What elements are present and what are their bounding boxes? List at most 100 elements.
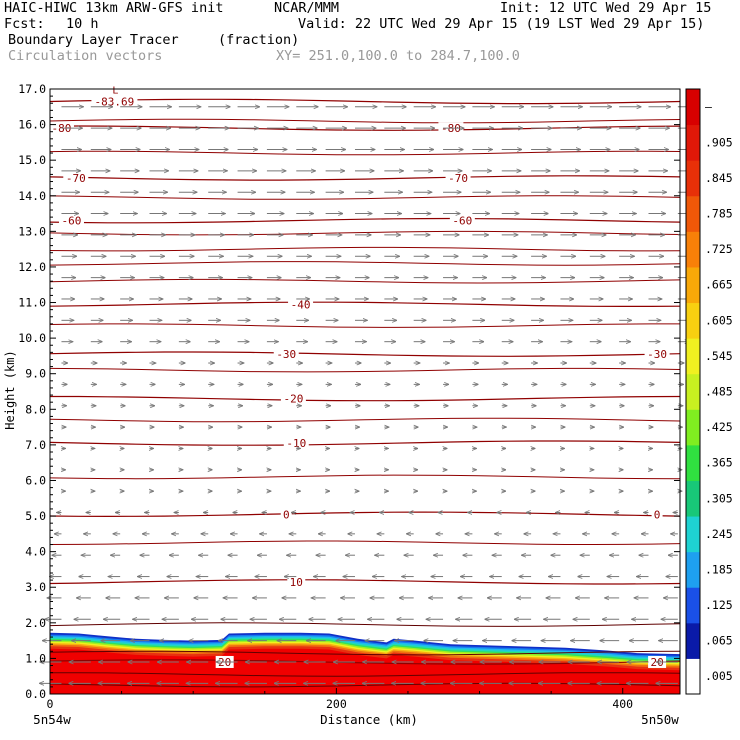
isotherm-label-bg [273, 348, 299, 361]
isotherm-line [49, 417, 681, 423]
isotherm-line [49, 278, 681, 284]
colorbar-swatch [686, 195, 700, 232]
colorbar-label: .785 [705, 207, 733, 221]
y-tick-label: 1.0 [25, 651, 46, 665]
y-tick-label: 14.0 [18, 189, 46, 203]
colorbar-swatch [686, 124, 700, 161]
y-tick-label: 15.0 [18, 153, 46, 167]
y-tick-label: 16.0 [18, 118, 46, 132]
isotherm-label-bg [287, 575, 306, 588]
x-end-right: 5n50w [641, 712, 679, 727]
field-units: (fraction) [218, 32, 300, 48]
valid-time: Valid: 22 UTC Wed 29 Apr 15 (19 LST Wed … [298, 16, 705, 32]
colorbar-label: .185 [705, 562, 733, 576]
isotherm-label: -30 [647, 348, 667, 361]
xsection-coords: XY= 251.0,100.0 to 284.7,100.0 [276, 48, 520, 64]
colorbar-swatch [686, 516, 700, 553]
colorbar-label: .125 [705, 598, 733, 612]
y-tick-label: 13.0 [18, 224, 46, 238]
isotherm-label: -83.69 [95, 95, 135, 108]
colorbar-swatch [686, 89, 700, 126]
isotherm-line [49, 440, 681, 446]
isotherm-label-bg [91, 95, 138, 108]
colorbar-swatch [686, 373, 700, 410]
isotherm-label-bg [283, 437, 309, 450]
isotherm-line [49, 367, 681, 373]
y-tick-label: 12.0 [18, 260, 46, 274]
colorbar-swatch [686, 409, 700, 446]
isotherm-line [49, 125, 681, 131]
colorbar-swatch [686, 587, 700, 624]
isotherm-line [49, 150, 681, 156]
x-axis-label: Distance (km) [320, 712, 418, 727]
y-axis-label: Height (km) [3, 350, 17, 429]
isotherm-line [50, 672, 681, 677]
colorbar-label: .905 [705, 135, 733, 149]
x-tick-label: 400 [612, 697, 633, 711]
isotherm-label-bg [280, 508, 292, 521]
colorbar-label: .545 [705, 349, 733, 363]
low-marker: L [112, 85, 118, 96]
isotherm-label: -20 [283, 393, 303, 406]
colorbar-swatch [686, 444, 700, 481]
y-tick-label: 2.0 [25, 616, 46, 630]
isotherm-label-bg [651, 508, 663, 521]
isotherm-label-bg [63, 171, 89, 184]
y-tick-label: 9.0 [25, 367, 46, 381]
isotherm-line [49, 301, 681, 307]
isotherm-line [49, 474, 681, 480]
y-tick-label: 10.0 [18, 331, 46, 345]
isotherm-label-bg [58, 214, 84, 227]
colorbar-swatch [686, 551, 700, 588]
colorbar-label: .845 [705, 171, 733, 185]
y-tick-label: 5.0 [25, 509, 46, 523]
isotherm-line [49, 622, 681, 627]
y-tick-label: 6.0 [25, 473, 46, 487]
isotherm-label-bg [644, 348, 670, 361]
isotherm-line [49, 175, 681, 181]
y-tick-label: 3.0 [25, 580, 46, 594]
x-tick-label: 200 [326, 697, 347, 711]
plot-frame [49, 88, 681, 695]
colorbar-label: .725 [705, 242, 733, 256]
isotherm-label-bg [445, 171, 471, 184]
colorbar-label: .245 [705, 527, 733, 541]
isotherm-line [49, 323, 680, 328]
colorbar-label: .425 [705, 420, 733, 434]
colorbar-swatch [686, 302, 700, 339]
colorbar-swatch [686, 658, 700, 695]
y-tick-label: 7.0 [25, 438, 46, 452]
field-name: Boundary Layer Tracer [8, 32, 179, 48]
colorbar-frame [685, 88, 701, 695]
isotherm-label: -10 [286, 437, 306, 450]
colorbar-label: .365 [705, 456, 733, 470]
plot-border [49, 88, 681, 695]
isotherm-label-bg [280, 392, 306, 405]
colorbar-swatch [686, 160, 700, 197]
fcst-value: 10 h [66, 16, 99, 32]
isotherm-label: -60 [62, 215, 82, 228]
init-time: Init: 12 UTC Wed 29 Apr 15 [500, 0, 712, 16]
y-tick-label: 0.0 [25, 687, 46, 701]
y-tick-label: 8.0 [25, 402, 46, 416]
colorbar-swatch [686, 338, 700, 375]
x-end-left: 5n54w [33, 712, 71, 727]
colorbar-label: .305 [705, 491, 733, 505]
colorbar-label: .605 [705, 313, 733, 327]
isotherm-label: -70 [448, 172, 468, 185]
colorbar-label: .665 [705, 278, 733, 292]
isotherm-line [49, 650, 681, 656]
isotherm-line [49, 246, 681, 252]
isotherm-label: -70 [66, 172, 86, 185]
x-tick-label: 0 [47, 697, 54, 711]
isotherm-line [49, 351, 681, 357]
overlay-name: Circulation vectors [8, 48, 163, 64]
colorbar-swatch [686, 266, 700, 304]
org-label: NCAR/MMM [274, 0, 340, 16]
y-tick-label: 17.0 [18, 82, 46, 96]
isotherm-line [49, 540, 681, 545]
isotherm-label: -60 [452, 215, 472, 228]
isotherm-line [49, 98, 681, 105]
y-tick-label: 11.0 [18, 296, 46, 310]
